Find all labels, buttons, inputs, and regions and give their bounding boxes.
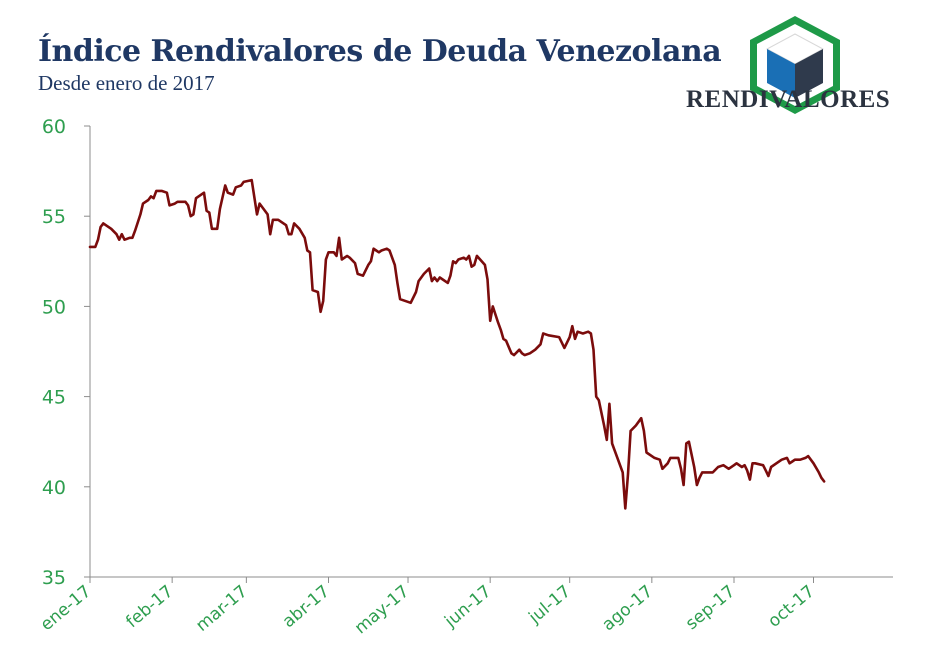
x-tick-label: abr-17 xyxy=(279,582,334,633)
y-tick-label: 40 xyxy=(42,477,66,499)
x-tick-label: feb-17 xyxy=(122,582,177,633)
x-tick-label: jul-17 xyxy=(525,582,575,629)
x-axis-ticks: ene-17 feb-17 mar-17 abr-17 may-17 jun-17 jul-… xyxy=(37,577,819,638)
x-tick-label: oct-17 xyxy=(764,582,818,632)
y-tick-label: 45 xyxy=(42,387,66,409)
x-tick-label: ene-17 xyxy=(37,582,95,636)
y-axis-ticks: 35 40 45 50 55 60 xyxy=(42,116,90,589)
x-tick-label: mar-17 xyxy=(192,582,251,636)
title-block: Índice Rendivalores de Deuda Venezolana … xyxy=(38,34,722,96)
x-tick-label: may-17 xyxy=(351,582,413,639)
y-tick-label: 35 xyxy=(42,567,66,589)
chart-title: Índice Rendivalores de Deuda Venezolana xyxy=(38,34,722,69)
y-tick-label: 60 xyxy=(42,116,66,138)
chart-axes xyxy=(89,126,893,578)
x-tick-label: jun-17 xyxy=(440,582,495,633)
chart-subtitle: Desde enero de 2017 xyxy=(38,71,215,95)
logo-cube-icon xyxy=(750,16,840,114)
x-tick-label: ago-17 xyxy=(598,582,657,636)
y-tick-label: 50 xyxy=(42,296,66,318)
x-tick-label: sep-17 xyxy=(682,582,739,635)
logo-cube-left xyxy=(767,49,795,98)
logo-cube-right xyxy=(795,49,823,98)
y-tick-label: 55 xyxy=(42,206,66,228)
series-line xyxy=(88,178,826,510)
logo-text: RENDIVALORES xyxy=(686,86,891,113)
